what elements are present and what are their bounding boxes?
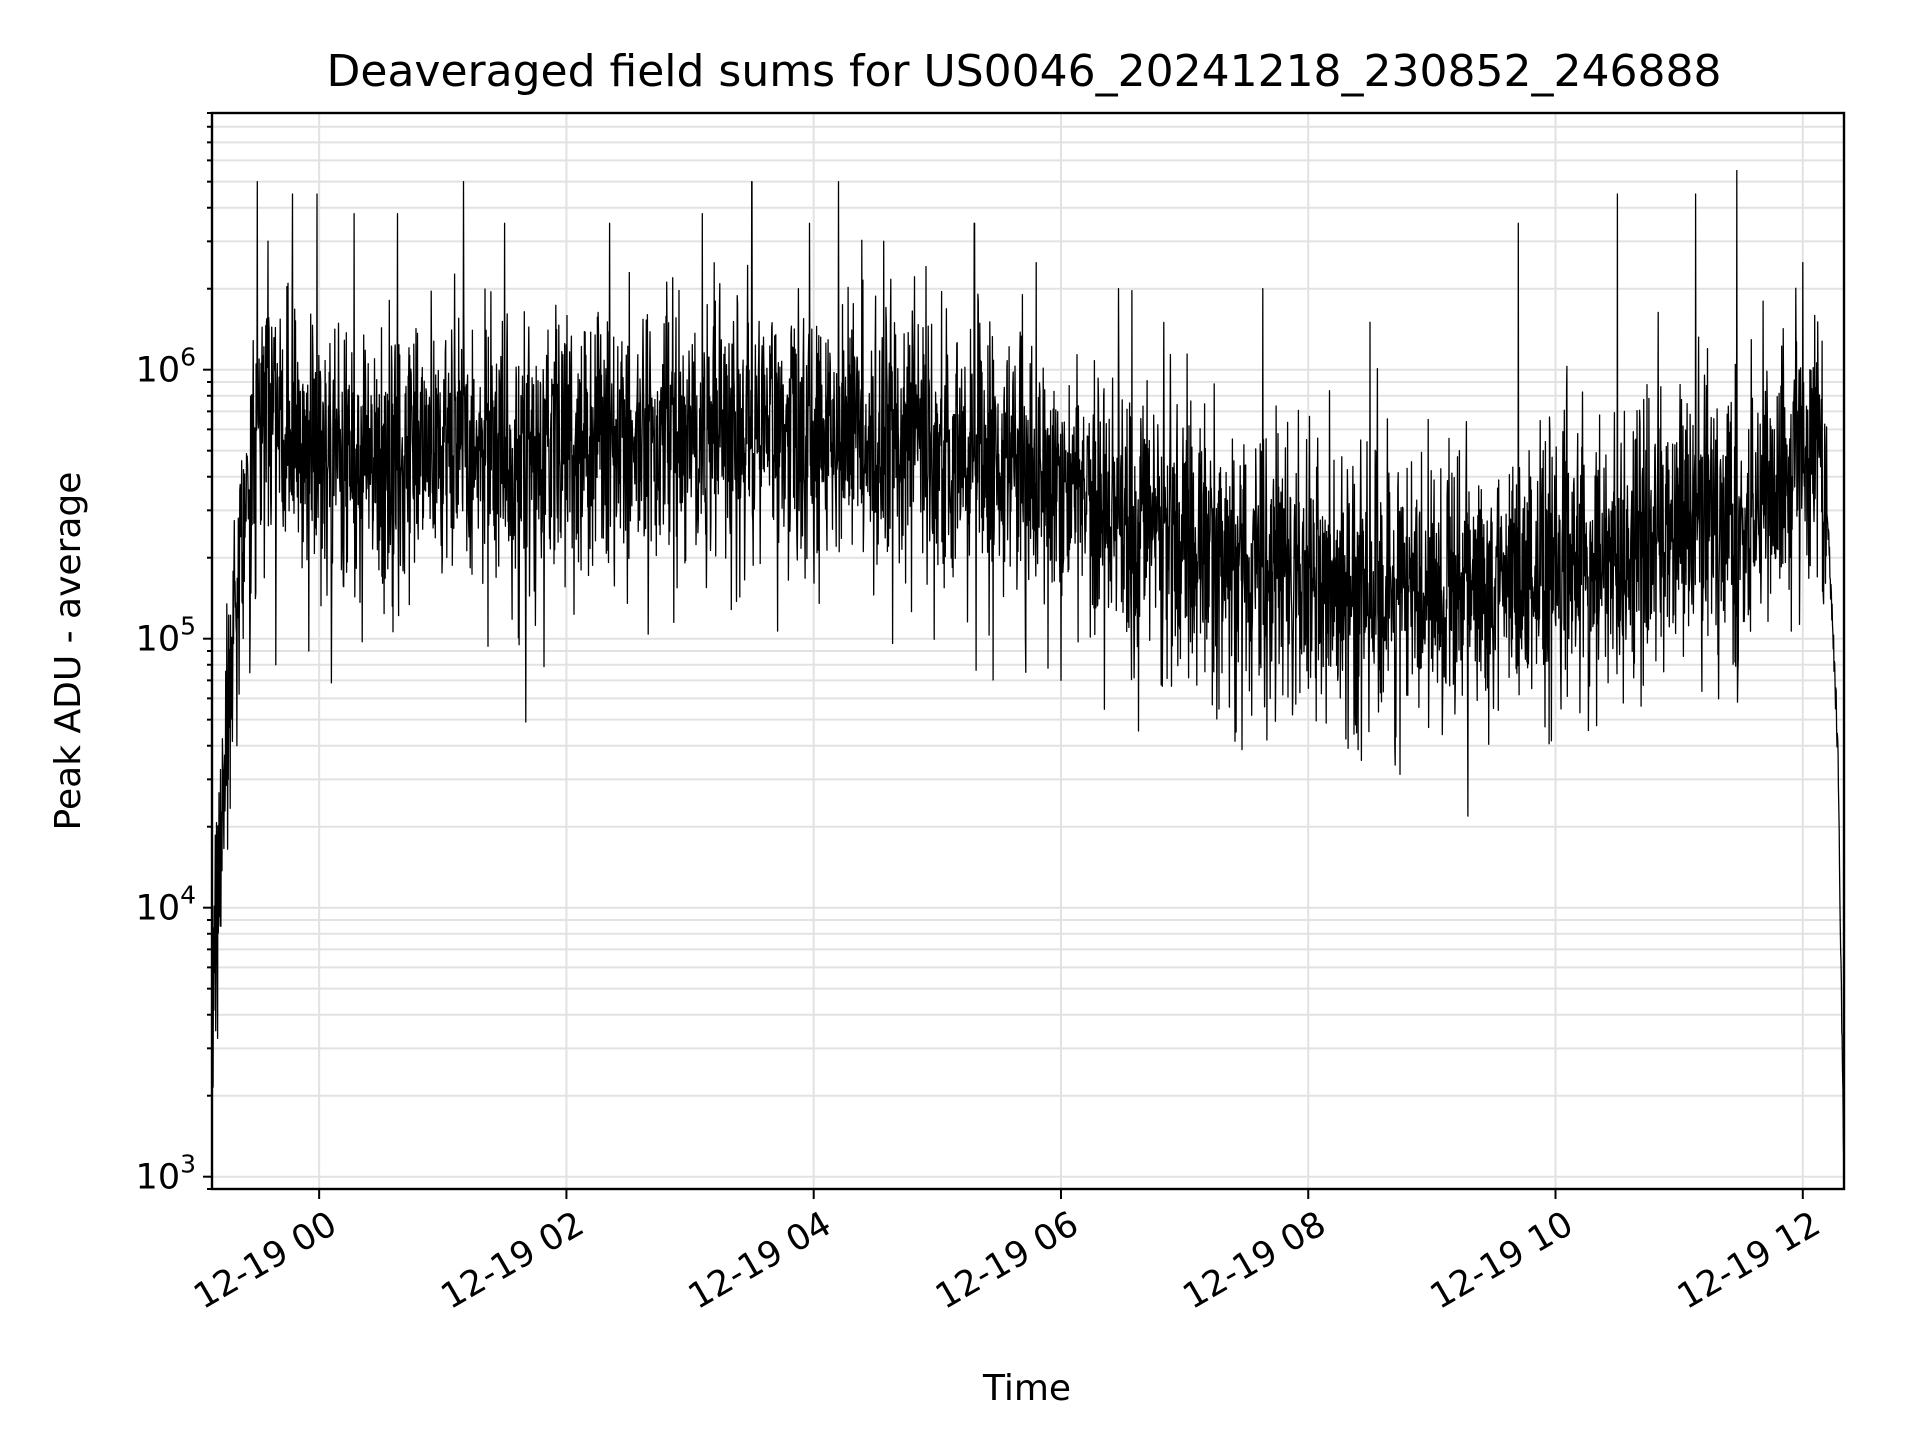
x-tick-label: 12-19 00 xyxy=(187,1204,343,1317)
series-line xyxy=(212,171,1844,1154)
x-tick-label: 12-19 12 xyxy=(1671,1204,1827,1317)
x-tick-label: 12-19 08 xyxy=(1176,1204,1332,1317)
x-axis-label: Time xyxy=(982,1368,1071,1409)
chart-title: Deaveraged field sums for US0046_2024121… xyxy=(327,46,1722,97)
y-axis-label: Peak ADU - average xyxy=(48,472,89,831)
y-tick-label: 103 xyxy=(136,1150,196,1198)
x-tick-label: 12-19 10 xyxy=(1424,1204,1580,1317)
y-tick-label: 105 xyxy=(136,612,196,660)
x-tick-label: 12-19 02 xyxy=(435,1204,591,1317)
series-layer xyxy=(212,171,1844,1154)
x-tick-label: 12-19 06 xyxy=(929,1204,1085,1317)
y-tick-label: 106 xyxy=(136,343,196,391)
ticks-layer: 103 104 105 106 12-19 00 12-19 02 12-19 04 12-1… xyxy=(136,112,1827,1317)
x-tick-label: 12-19 04 xyxy=(682,1204,838,1317)
y-tick-label: 104 xyxy=(136,881,196,929)
